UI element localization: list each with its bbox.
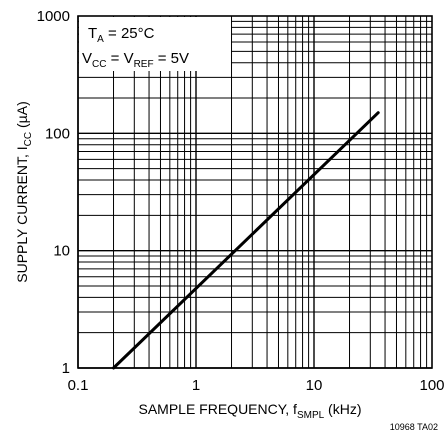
x-tick-labels: 0.1 1 10 100 <box>68 377 445 394</box>
x-tick-label: 1 <box>192 377 200 394</box>
x-tick-label: 10 <box>306 377 323 394</box>
annotation-box <box>79 17 231 71</box>
y-tick-label: 10 <box>53 243 70 260</box>
x-axis-label-sub: SMPL <box>297 410 325 421</box>
series-group <box>112 111 380 370</box>
x-axis-label-unit: (kHz) <box>324 401 361 417</box>
y-tick-label: 1000 <box>37 8 70 25</box>
y-axis-label-main: SUPPLY CURRENT, I <box>14 146 30 282</box>
annotation-background <box>79 17 231 71</box>
y-axis-label-sub: CC <box>23 132 34 146</box>
series-line <box>112 111 380 370</box>
plot-frame <box>77 15 433 369</box>
y-tick-labels: 1 10 100 1000 <box>37 8 70 377</box>
grid <box>77 16 432 369</box>
x-axis-label: SAMPLE FREQUENCY, fSMPL (kHz) <box>138 401 361 421</box>
y-tick-label: 100 <box>45 125 70 142</box>
y-axis-label-unit: (µA) <box>14 101 30 132</box>
annotation-voltage: VCC = VREF = 5V <box>82 50 189 70</box>
annotation-temperature: TA = 25°C <box>88 25 155 45</box>
x-axis-label-main: SAMPLE FREQUENCY, f <box>138 401 297 417</box>
x-tick-label: 0.1 <box>68 377 89 394</box>
x-tick-label: 100 <box>419 377 444 394</box>
y-tick-label: 1 <box>62 360 70 377</box>
y-axis-label: SUPPLY CURRENT, ICC (µA) <box>14 101 34 282</box>
figure-code: 10968 TA02 <box>390 422 438 432</box>
